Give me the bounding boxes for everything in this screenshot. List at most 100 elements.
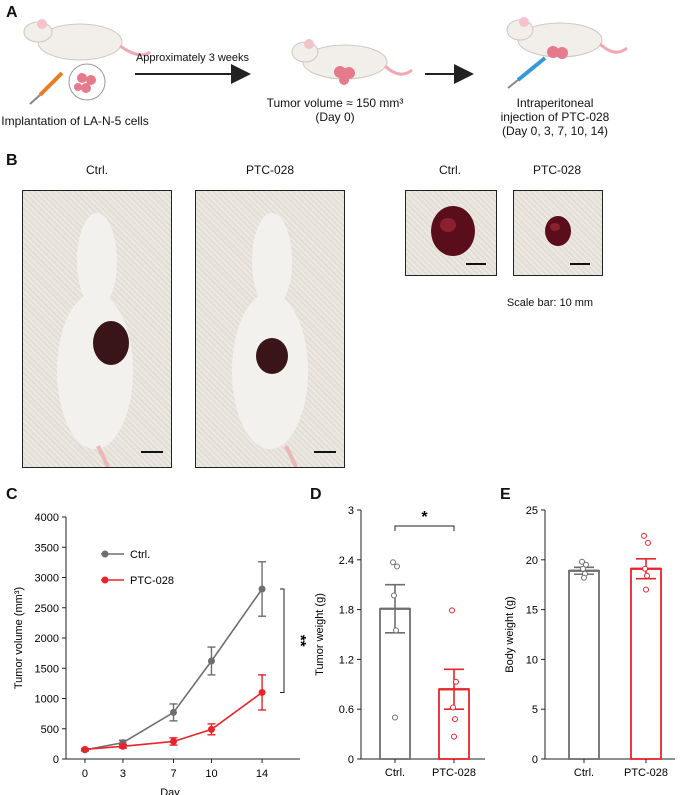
data-point	[393, 627, 399, 634]
step3-line2: injection of PTC-028	[500, 110, 610, 124]
tumor-ptc-photo	[513, 190, 603, 276]
chart-tumor-volume: 0 500 1000 1500 2000 2500 3000 3500 4000 0 3 7 10 14 D…	[13, 512, 309, 795]
data-point	[641, 532, 647, 539]
mouse-1-illustration	[23, 19, 151, 105]
data-point	[453, 678, 459, 685]
mouse-ctrl-label: Ctrl.	[86, 163, 108, 177]
y-tick-label: 1.8	[339, 605, 354, 617]
series-line	[84, 588, 263, 751]
legend-label: PTC-028	[130, 575, 174, 587]
data-point	[452, 716, 458, 723]
y-tick-label: 0	[348, 754, 354, 766]
legend-label: Ctrl.	[130, 549, 150, 561]
x-tick-label: 10	[205, 768, 217, 780]
y-tick-label: 4000	[35, 512, 59, 524]
y-tick-label: 3000	[35, 573, 59, 585]
data-point	[392, 714, 398, 721]
legend-marker	[101, 576, 109, 584]
data-point	[394, 563, 400, 570]
step2-line1: Tumor volume ≈ 150 mm³	[266, 96, 404, 110]
data-point	[645, 539, 651, 546]
data-point	[170, 708, 178, 716]
y-tick-label: 10	[526, 654, 538, 666]
y-tick-label: 25	[526, 505, 538, 517]
data-point	[643, 586, 649, 593]
y-axis-label: Tumor volume (mm³)	[13, 587, 25, 689]
y-tick-label: 3500	[35, 542, 59, 554]
data-point	[581, 574, 587, 581]
mouse-ptc-label: PTC-028	[245, 163, 295, 177]
y-tick-label: 1500	[35, 663, 59, 675]
chart-body-weight: 0 5 10 15 20 25 Body weight (g) Ctrl. PTC-028	[504, 505, 675, 779]
data-point	[170, 737, 178, 745]
mouse-ptc-photo	[195, 190, 345, 468]
step2-line2: (Day 0)	[315, 110, 355, 124]
scale-bar	[314, 451, 336, 453]
x-tick-label: Ctrl.	[385, 767, 405, 779]
step3-line1: Intraperitoneal	[516, 96, 594, 110]
scale-bar	[466, 263, 486, 265]
tumor-ptc-label: PTC-028	[532, 163, 582, 177]
data-point	[390, 559, 396, 566]
y-tick-label: 0	[53, 754, 59, 766]
bar	[568, 569, 600, 760]
data-point	[579, 558, 585, 565]
step3-line3: (Day 0, 3, 7, 10, 14)	[501, 124, 609, 138]
panel-letter-e: E	[500, 486, 511, 503]
mouse-2-illustration	[291, 39, 413, 85]
significance-marker: **	[292, 635, 309, 647]
y-tick-label: 1000	[35, 694, 59, 706]
data-point	[449, 607, 455, 614]
y-tick-label: 500	[41, 724, 59, 736]
scale-bar-label: Scale bar: 10 mm	[506, 297, 594, 309]
bar	[630, 567, 662, 760]
data-point	[644, 572, 650, 579]
x-tick-label: PTC-028	[432, 767, 476, 779]
data-point	[450, 704, 456, 711]
x-axis-label: Day	[160, 787, 180, 795]
y-tick-label: 2500	[35, 603, 59, 615]
x-tick-label: 7	[170, 768, 176, 780]
data-point	[207, 725, 215, 733]
legend-marker	[101, 550, 109, 558]
y-axis-label: Body weight (g)	[504, 596, 516, 672]
x-tick-label: Ctrl.	[574, 767, 594, 779]
scale-bar	[141, 451, 163, 453]
panel-letter-a: A	[6, 4, 18, 21]
tumor-ctrl-photo	[405, 190, 497, 276]
x-tick-label: PTC-028	[624, 767, 668, 779]
significance-marker: *	[421, 509, 428, 526]
significance-bracket	[280, 588, 285, 693]
data-point	[207, 657, 215, 665]
data-point	[580, 565, 586, 572]
significance-bracket	[394, 525, 455, 531]
y-tick-label: 15	[526, 605, 538, 617]
panel-letter-b: B	[6, 152, 18, 169]
arrow1-label: Approximately 3 weeks	[135, 52, 250, 64]
y-axis-label: Tumor weight (g)	[314, 593, 326, 676]
scale-bar	[570, 263, 590, 265]
panel-letter-c: C	[6, 486, 18, 503]
chart-tumor-weight: 0 0.6 1.2 1.8 2.4 3 Tumor weight (g) Ctrl. PTC-0…	[314, 505, 485, 779]
y-tick-label: 2.4	[339, 555, 354, 567]
y-tick-label: 20	[526, 555, 538, 567]
mouse-ctrl-photo	[22, 190, 172, 468]
data-point	[583, 561, 589, 568]
y-tick-label: 0	[532, 754, 538, 766]
y-tick-label: 2000	[35, 633, 59, 645]
panel-letter-d: D	[310, 486, 322, 503]
schematic-graphics	[23, 17, 628, 105]
y-tick-label: 3	[348, 505, 354, 517]
y-tick-label: 1.2	[339, 654, 354, 666]
x-tick-label: 3	[120, 768, 126, 780]
data-point	[258, 585, 266, 593]
data-point	[258, 688, 266, 696]
y-tick-label: 0.6	[339, 704, 354, 716]
data-point	[451, 733, 457, 740]
data-point	[119, 742, 127, 750]
x-tick-label: 0	[82, 768, 88, 780]
tumor-ctrl-label: Ctrl.	[439, 163, 461, 177]
step1-label: Implantation of LA-N-5 cells	[1, 114, 149, 128]
data-point	[642, 565, 648, 572]
x-tick-label: 14	[256, 768, 268, 780]
